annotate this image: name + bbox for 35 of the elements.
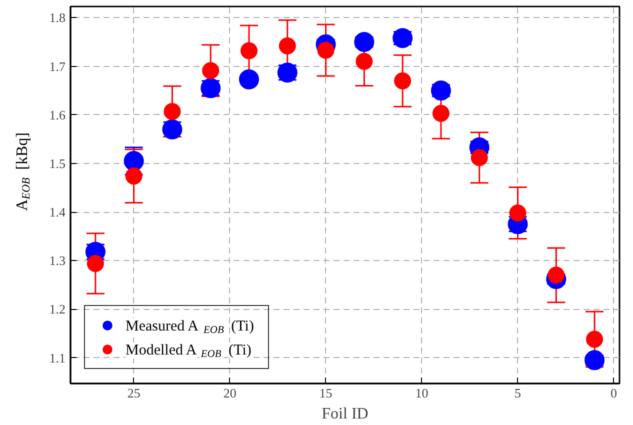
point — [317, 42, 334, 59]
y-axis-title: AEOB [kBq] — [14, 132, 32, 211]
x-tick-label: 5 — [514, 386, 522, 400]
point — [240, 42, 258, 60]
point — [432, 104, 450, 122]
y-tick-label: 1.5 — [49, 156, 66, 171]
point — [239, 69, 260, 90]
point — [394, 72, 412, 90]
y-tick-label: 1.8 — [49, 10, 66, 26]
point — [164, 102, 181, 120]
y-tick-label: 1.3 — [49, 253, 66, 268]
x-tick-label: 0 — [610, 386, 617, 400]
x-axis-title: Foil ID — [322, 406, 368, 422]
point — [354, 32, 374, 52]
point — [86, 255, 104, 272]
point — [356, 52, 373, 70]
y-tick-label: 1.2 — [49, 302, 66, 317]
point — [202, 62, 220, 80]
point — [278, 37, 296, 54]
x-tick-label: 10 — [415, 386, 428, 400]
y-tick-label: 1.4 — [49, 204, 66, 220]
y-tick-label: 1.6 — [49, 107, 66, 122]
x-tick-label: 15 — [319, 386, 332, 400]
point — [430, 80, 451, 101]
point — [584, 350, 605, 370]
point — [548, 266, 565, 284]
point — [124, 151, 144, 171]
y-tick-label: 1.1 — [49, 350, 66, 366]
point — [509, 204, 526, 222]
point — [586, 330, 604, 348]
x-tick-label: 20 — [223, 386, 236, 400]
point — [125, 168, 142, 185]
y-tick-label: 1.7 — [49, 58, 66, 74]
x-tick-label: 25 — [127, 386, 140, 400]
point — [470, 149, 488, 166]
